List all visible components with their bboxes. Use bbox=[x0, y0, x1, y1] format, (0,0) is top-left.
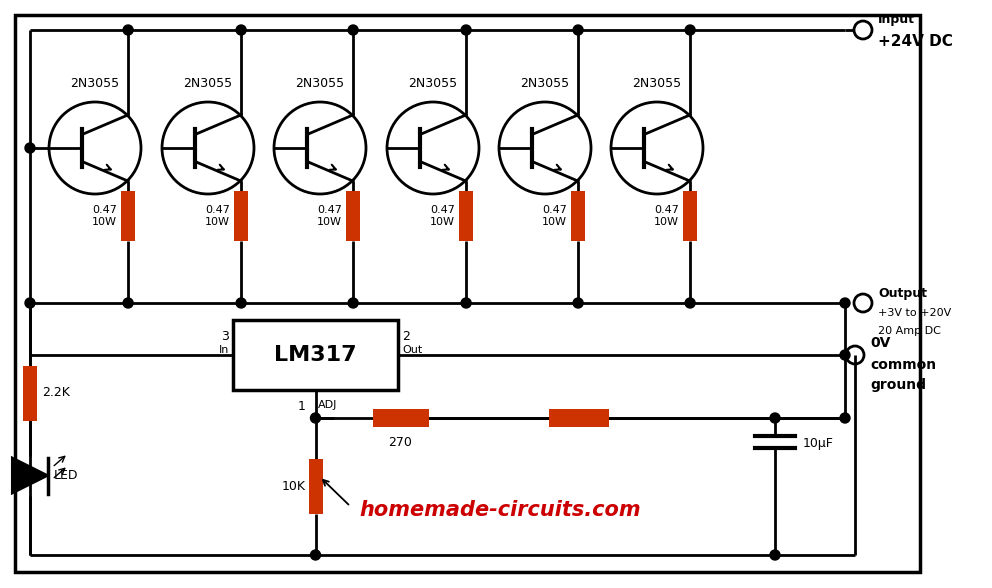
Circle shape bbox=[123, 25, 133, 35]
Text: 0V: 0V bbox=[870, 336, 891, 350]
Text: 10μF: 10μF bbox=[803, 437, 834, 450]
Text: In: In bbox=[218, 345, 229, 355]
Text: 20 Amp DC: 20 Amp DC bbox=[878, 326, 940, 336]
Text: +3V to +20V: +3V to +20V bbox=[878, 308, 951, 318]
Circle shape bbox=[573, 298, 583, 308]
Text: Out: Out bbox=[402, 345, 423, 355]
Text: 2: 2 bbox=[402, 329, 410, 342]
Text: ADJ: ADJ bbox=[317, 400, 337, 410]
Text: 2N3055: 2N3055 bbox=[184, 77, 232, 90]
Text: 2N3055: 2N3055 bbox=[633, 77, 682, 90]
Text: 0.47
10W: 0.47 10W bbox=[431, 205, 455, 227]
Text: 2.2K: 2.2K bbox=[42, 386, 69, 399]
Text: 2N3055: 2N3055 bbox=[409, 77, 457, 90]
Bar bbox=[459, 191, 473, 241]
Circle shape bbox=[461, 298, 471, 308]
Bar bbox=[571, 191, 585, 241]
Circle shape bbox=[348, 25, 358, 35]
Text: 3: 3 bbox=[221, 329, 229, 342]
Text: +24V DC: +24V DC bbox=[878, 35, 953, 49]
Bar bbox=[234, 191, 248, 241]
Text: 270: 270 bbox=[389, 436, 413, 449]
Text: 0.47
10W: 0.47 10W bbox=[542, 205, 567, 227]
Bar bbox=[23, 366, 37, 420]
Circle shape bbox=[770, 413, 780, 423]
Text: homemade-circuits.com: homemade-circuits.com bbox=[359, 500, 641, 520]
Circle shape bbox=[573, 25, 583, 35]
Text: LED: LED bbox=[54, 469, 78, 482]
Circle shape bbox=[236, 298, 246, 308]
Text: 0.47
10W: 0.47 10W bbox=[205, 205, 230, 227]
Bar bbox=[346, 191, 360, 241]
Circle shape bbox=[310, 550, 320, 560]
Polygon shape bbox=[12, 457, 48, 493]
Circle shape bbox=[840, 350, 850, 360]
Text: ground: ground bbox=[870, 378, 926, 392]
Circle shape bbox=[685, 25, 695, 35]
Bar bbox=[373, 409, 429, 427]
Circle shape bbox=[348, 298, 358, 308]
Text: Input: Input bbox=[878, 14, 915, 26]
Circle shape bbox=[25, 298, 35, 308]
Text: common: common bbox=[870, 358, 936, 372]
Bar bbox=[683, 191, 697, 241]
Circle shape bbox=[685, 298, 695, 308]
Text: Output: Output bbox=[878, 286, 927, 299]
Text: LM317: LM317 bbox=[274, 345, 357, 365]
Text: 0.47
10W: 0.47 10W bbox=[92, 205, 117, 227]
Circle shape bbox=[461, 25, 471, 35]
Text: 0.47
10W: 0.47 10W bbox=[654, 205, 680, 227]
Bar bbox=[309, 459, 322, 514]
Bar bbox=[121, 191, 135, 241]
Circle shape bbox=[236, 25, 246, 35]
Circle shape bbox=[840, 413, 850, 423]
Text: 2N3055: 2N3055 bbox=[70, 77, 120, 90]
Bar bbox=[550, 409, 609, 427]
Circle shape bbox=[25, 143, 35, 153]
Text: 10K: 10K bbox=[282, 480, 306, 493]
Circle shape bbox=[123, 298, 133, 308]
Text: 0.47
10W: 0.47 10W bbox=[317, 205, 342, 227]
Bar bbox=[233, 320, 398, 390]
Circle shape bbox=[770, 550, 780, 560]
Circle shape bbox=[310, 413, 320, 423]
Circle shape bbox=[840, 298, 850, 308]
Text: 1: 1 bbox=[298, 400, 306, 413]
Text: 2N3055: 2N3055 bbox=[296, 77, 344, 90]
Text: 2N3055: 2N3055 bbox=[521, 77, 569, 90]
